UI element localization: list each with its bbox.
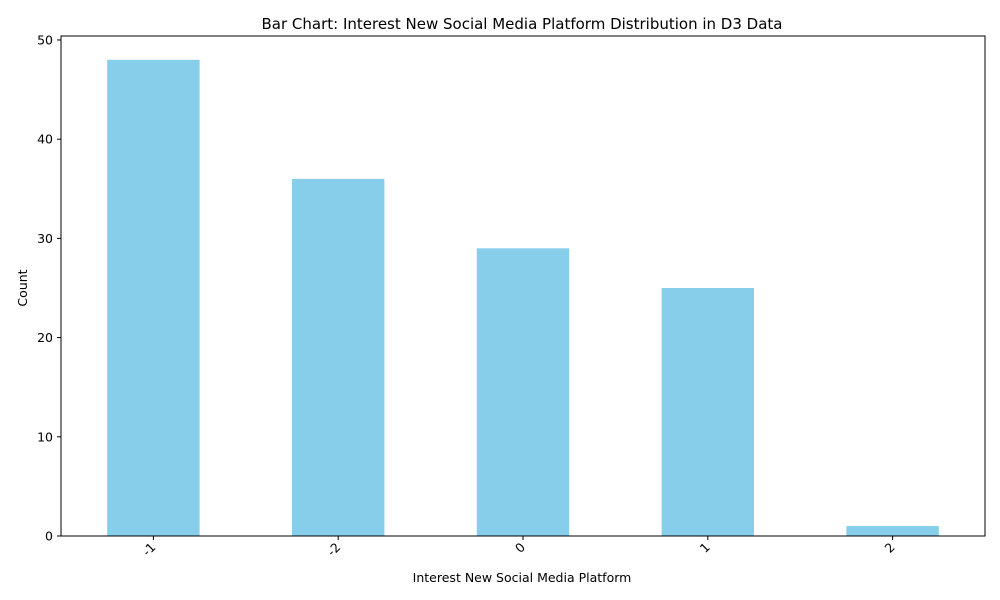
x-tick-label: 2	[881, 540, 897, 556]
bar--1	[107, 59, 200, 537]
x-tick-label: -1	[139, 540, 158, 559]
bar--2	[292, 178, 385, 536]
y-axis-label: Count	[15, 269, 30, 306]
x-axis-label: Interest New Social Media Platform	[413, 570, 632, 585]
x-tick-label: -2	[324, 540, 343, 559]
x-tick-label: 1	[697, 540, 713, 556]
plot-area: 0 10 20 30 40 50 -1 -2 0 1 2	[37, 32, 986, 559]
x-tick-label: 0	[512, 539, 528, 555]
bar-0	[476, 248, 570, 537]
y-tick-label: 50	[37, 32, 53, 47]
bar-1	[661, 287, 754, 536]
chart-title: Bar Chart: Interest New Social Media Pla…	[261, 15, 782, 33]
y-tick-label: 10	[37, 429, 53, 444]
y-tick-label: 0	[45, 529, 53, 544]
y-tick-label: 40	[37, 132, 53, 147]
bar-2	[846, 526, 939, 536]
y-tick-label: 20	[37, 330, 53, 345]
y-tick-label: 30	[37, 231, 53, 246]
